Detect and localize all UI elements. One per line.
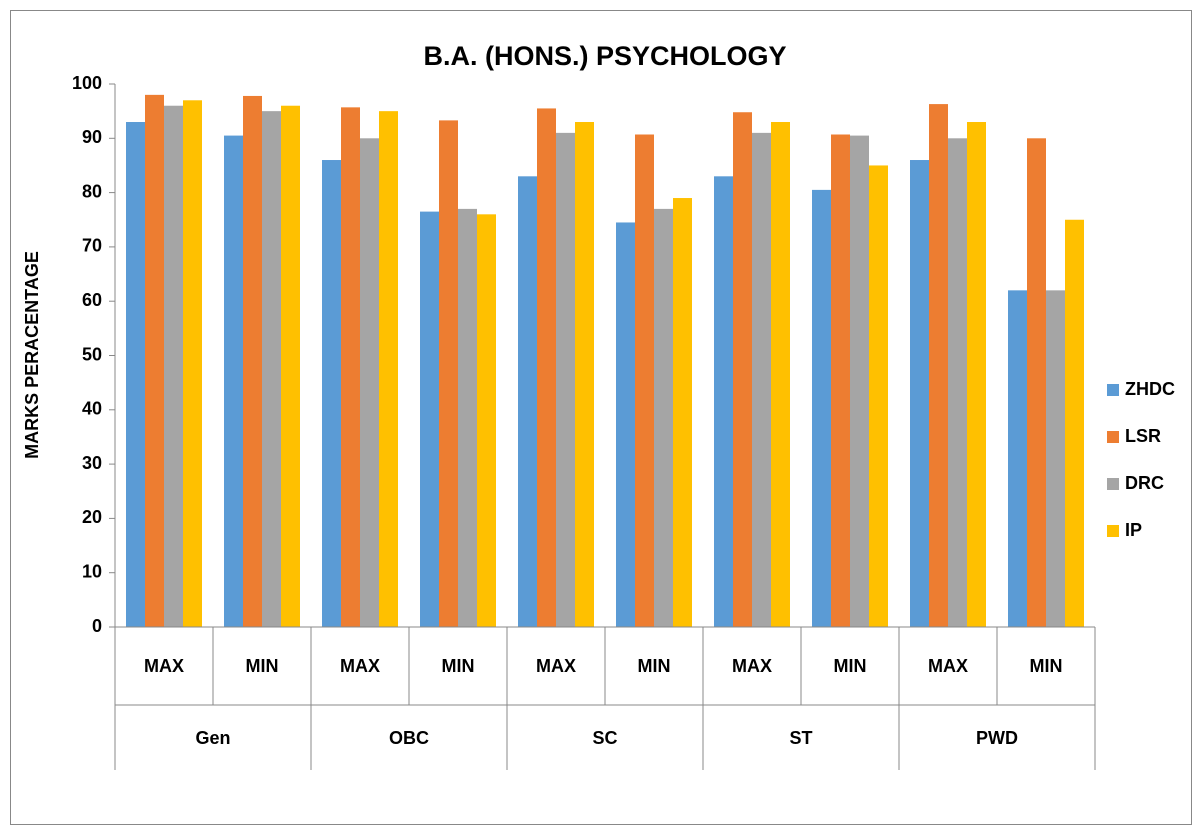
bar (869, 165, 888, 627)
x-tick-label: MIN (246, 656, 279, 676)
legend-swatch (1107, 478, 1119, 490)
x-tick-label: MAX (536, 656, 576, 676)
legend-swatch (1107, 525, 1119, 537)
bar (341, 107, 360, 627)
y-tick-label: 70 (82, 236, 102, 256)
bar (714, 176, 733, 627)
legend-swatch (1107, 431, 1119, 443)
y-tick-label: 80 (82, 181, 102, 201)
legend-swatch (1107, 384, 1119, 396)
legend-label: ZHDC (1125, 379, 1175, 399)
y-tick-label: 90 (82, 127, 102, 147)
bar (575, 122, 594, 627)
group-label: PWD (976, 728, 1018, 748)
legend-label: LSR (1125, 426, 1161, 446)
y-axis-label: MARKS PERACENTAGE (22, 251, 42, 459)
bar (322, 160, 341, 627)
bar (771, 122, 790, 627)
bar (910, 160, 929, 627)
bar (812, 189, 831, 627)
bar (948, 138, 967, 628)
bar (831, 134, 850, 627)
legend-label: DRC (1125, 473, 1164, 493)
x-tick-label: MAX (144, 656, 184, 676)
bar (556, 132, 575, 627)
bar (458, 208, 477, 627)
bar (1065, 219, 1084, 627)
y-tick-label: 10 (82, 561, 102, 581)
bar (420, 211, 439, 628)
bar (929, 104, 948, 627)
bar (654, 208, 673, 627)
chart-title: B.A. (HONS.) PSYCHOLOGY (423, 41, 786, 71)
bar (262, 111, 281, 627)
bar (183, 100, 202, 628)
bar (477, 214, 496, 627)
bar (224, 135, 243, 627)
bar (360, 138, 379, 628)
bar (1008, 290, 1027, 627)
bar (752, 132, 771, 627)
x-tick-label: MIN (638, 656, 671, 676)
group-label: OBC (389, 728, 429, 748)
x-tick-label: MIN (834, 656, 867, 676)
bar (379, 111, 398, 627)
bar (673, 198, 692, 627)
x-tick-label: MAX (928, 656, 968, 676)
bar (126, 122, 145, 627)
bar (518, 176, 537, 627)
y-tick-label: 20 (82, 507, 102, 527)
bar (1027, 138, 1046, 628)
y-tick-label: 100 (72, 73, 102, 93)
y-tick-label: 0 (92, 616, 102, 636)
legend-label: IP (1125, 520, 1142, 540)
bar (537, 108, 556, 627)
chart-border (10, 10, 1192, 825)
bar (281, 105, 300, 628)
y-tick-label: 30 (82, 453, 102, 473)
y-tick-label: 60 (82, 290, 102, 310)
bar (635, 134, 654, 627)
bar (850, 135, 869, 627)
bar (616, 222, 635, 627)
bar (439, 120, 458, 628)
group-label: ST (789, 728, 812, 748)
bar (164, 105, 183, 628)
bar (1046, 290, 1065, 627)
bar (967, 122, 986, 627)
x-tick-label: MAX (340, 656, 380, 676)
bar (145, 94, 164, 628)
group-label: SC (592, 728, 617, 748)
y-tick-label: 40 (82, 399, 102, 419)
y-tick-label: 50 (82, 344, 102, 364)
x-tick-label: MIN (442, 656, 475, 676)
x-tick-label: MAX (732, 656, 772, 676)
bar (733, 112, 752, 627)
group-label: Gen (195, 728, 230, 748)
bar (243, 95, 262, 628)
x-tick-label: MIN (1030, 656, 1063, 676)
